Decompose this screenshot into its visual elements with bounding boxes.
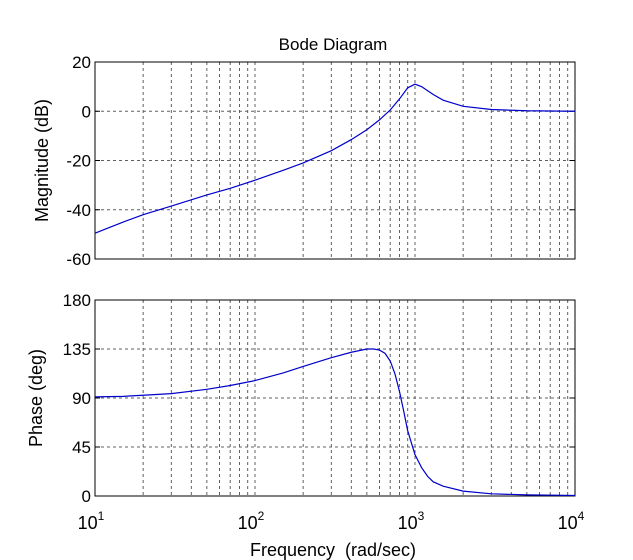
- phase-curve: [94, 348, 576, 497]
- y-tick-label: 20: [72, 53, 91, 72]
- x-tick-label: 103: [398, 509, 425, 533]
- y-tick-label: -40: [66, 201, 91, 220]
- magnitude-curve: [94, 83, 576, 234]
- phase-plot: 180 135 90 45 0 101 102 103 104: [63, 291, 585, 533]
- y-tick-label: 0: [82, 487, 91, 506]
- y-tick-label: 0: [82, 102, 91, 121]
- magnitude-axis-label: Magnitude (dB): [32, 99, 52, 222]
- y-tick-label: 45: [72, 438, 91, 457]
- y-tick-label: 180: [63, 291, 91, 310]
- plot-frame: [94, 61, 576, 260]
- chart-title: Bode Diagram: [279, 35, 388, 54]
- magnitude-plot: 20 0 -20 -40 -60: [66, 53, 576, 269]
- y-tick-label: 135: [63, 340, 91, 359]
- x-tick-label: 102: [238, 509, 265, 533]
- y-tick-label: -20: [66, 152, 91, 171]
- y-tick-label: -60: [66, 250, 91, 269]
- y-tick-label: 90: [72, 389, 91, 408]
- plot-frame: [94, 299, 576, 497]
- frequency-axis-label: Frequency (rad/sec): [250, 540, 416, 560]
- x-tick-label: 104: [558, 509, 585, 533]
- x-tick-label: 101: [78, 509, 105, 533]
- phase-axis-label: Phase (deg): [26, 349, 46, 447]
